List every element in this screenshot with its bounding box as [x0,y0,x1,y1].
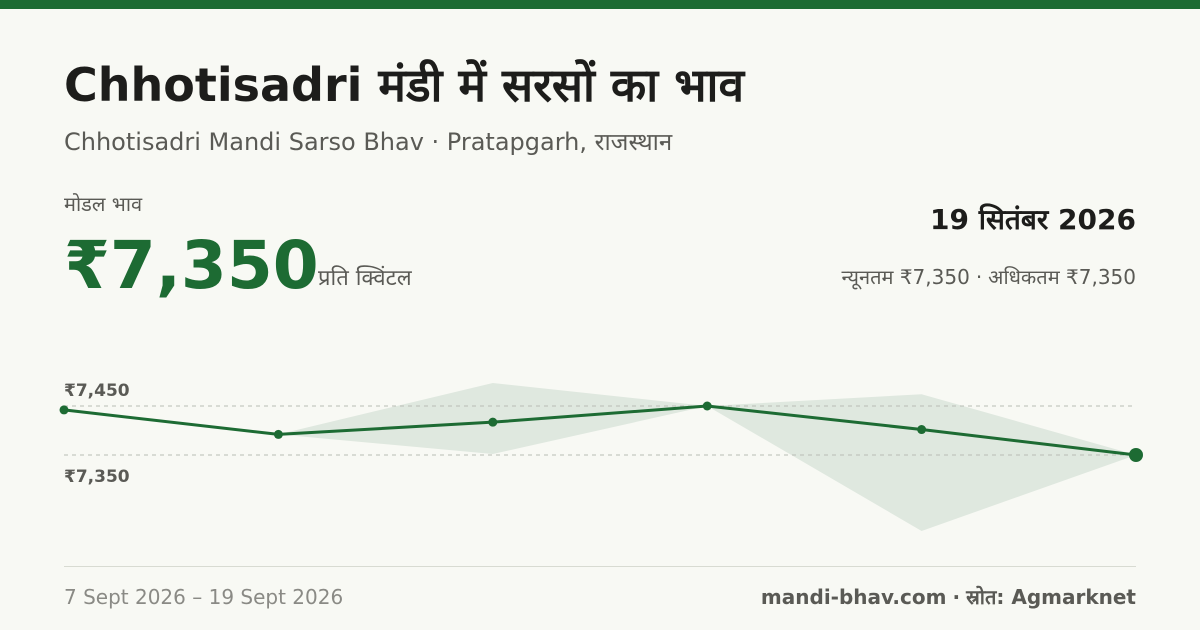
footer-divider [64,566,1136,567]
y-tick-label: ₹7,450 [64,381,130,401]
price-unit: प्रति क्विंटल [318,266,412,291]
min-max-range: न्यूनतम ₹7,350 · अधिकतम ₹7,350 [842,262,1137,292]
price-point [702,401,712,411]
modal-price-value: ₹7,350 [64,227,319,304]
price-point [273,429,283,439]
page-subtitle: Chhotisadri Mandi Sarso Bhav · Pratapgar… [64,128,673,156]
price-point [59,405,69,415]
modal-price-label: मोडल भाव [64,192,143,216]
date-period: 7 Sept 2026 – 19 Sept 2026 [64,585,344,609]
page-title: Chhotisadri मंडी में सरसों का भाव [64,58,745,112]
y-tick-label: ₹7,350 [64,467,130,487]
price-date: 19 सितंबर 2026 [930,203,1136,236]
top-accent-bar [0,0,1200,9]
footer-separator: · [952,585,961,609]
latest-price-point [1129,448,1143,462]
price-range-band [64,382,1136,531]
max-price: अधिकतम ₹7,350 [988,265,1136,289]
footer-source: mandi-bhav.com · स्रोत: Agmarknet [761,582,1136,612]
min-price: न्यूनतम ₹7,350 [841,265,970,289]
range-separator: · [975,265,983,289]
site-name: mandi-bhav.com [760,585,947,609]
data-source: स्रोत: Agmarknet [966,585,1136,609]
price-point [488,417,498,427]
modal-price-line [63,404,1137,457]
price-point [917,425,927,435]
